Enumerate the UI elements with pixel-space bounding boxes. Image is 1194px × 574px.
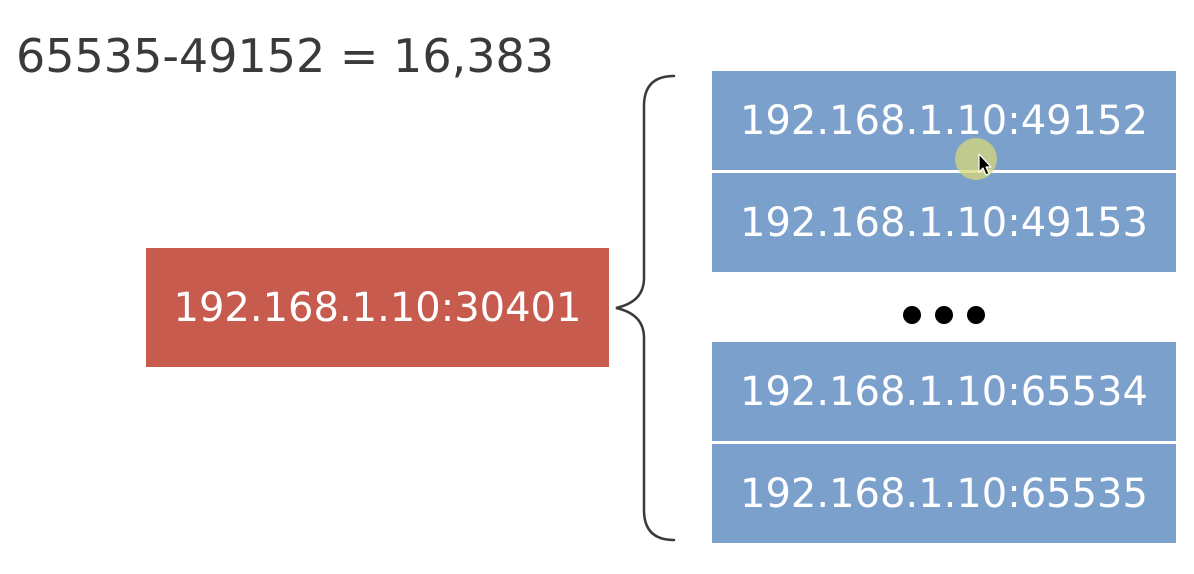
port-box-65534: 192.168.1.10:65534: [712, 342, 1176, 441]
ellipsis-dots-icon: [712, 300, 1176, 330]
port-box-65535: 192.168.1.10:65535: [712, 444, 1176, 543]
port-list-bottom: 192.168.1.10:65534 192.168.1.10:65535: [712, 342, 1176, 543]
dot: [935, 306, 953, 324]
source-address-box: 192.168.1.10:30401: [146, 248, 609, 367]
dot: [967, 306, 985, 324]
port-list-top: 192.168.1.10:49152 192.168.1.10:49153: [712, 71, 1176, 272]
dot: [903, 306, 921, 324]
port-range-formula: 65535-49152 = 16,383: [16, 29, 555, 83]
mouse-pointer-icon: [955, 138, 997, 180]
curly-brace-icon: [615, 74, 676, 542]
port-box-49152: 192.168.1.10:49152: [712, 71, 1176, 170]
port-box-49153: 192.168.1.10:49153: [712, 173, 1176, 272]
